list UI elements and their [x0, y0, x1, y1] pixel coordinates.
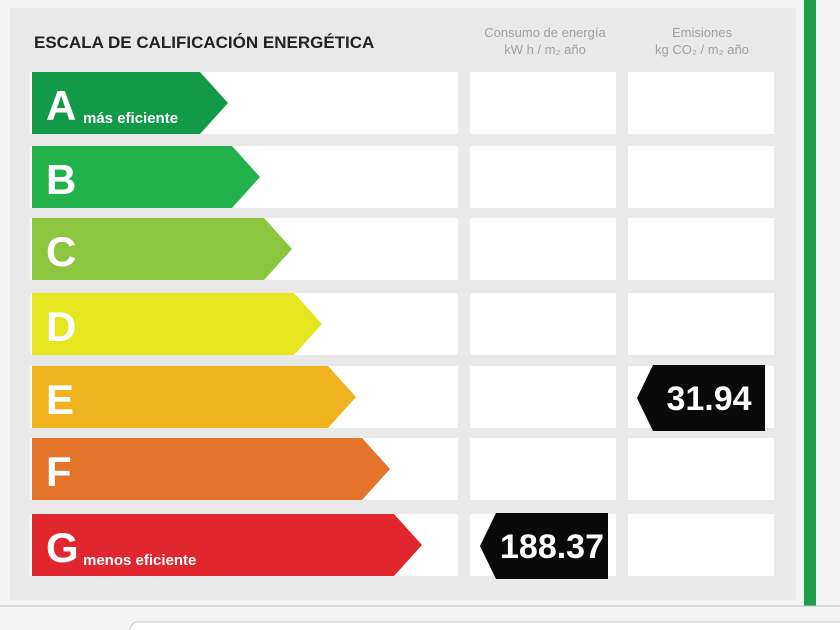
consumption-cell [470, 438, 616, 500]
rating-note: más eficiente [83, 110, 178, 127]
rating-letter: A [46, 82, 76, 129]
column-header: Emisiones [672, 25, 732, 40]
rating-note: menos eficiente [83, 552, 196, 569]
consumption-badge [480, 513, 608, 579]
emissions-cell [628, 293, 774, 355]
emissions-badge [637, 365, 765, 431]
column-unit: kW h / m₂ año [504, 42, 586, 57]
rating-letter: C [46, 228, 76, 275]
consumption-cell [470, 366, 616, 428]
emissions-cell [628, 72, 774, 134]
column-unit: kg CO₂ / m₂ año [655, 42, 749, 57]
rating-arrow [32, 293, 322, 355]
emissions-cell [628, 514, 774, 576]
green-bar [804, 0, 816, 606]
rating-arrow [32, 514, 422, 576]
rating-letter: E [46, 376, 74, 423]
emissions-value: 31.94 [666, 380, 751, 418]
column-header: Consumo de energía [484, 25, 606, 40]
title: ESCALA DE CALIFICACIÓN ENERGÉTICA [34, 33, 374, 52]
rating-letter: D [46, 303, 76, 350]
consumption-cell [470, 293, 616, 355]
input-box [129, 621, 840, 630]
rating-arrow [32, 366, 356, 428]
rating-arrow [32, 146, 260, 208]
emissions-cell [628, 438, 774, 500]
consumption-cell [470, 146, 616, 208]
rating-letter: F [46, 448, 72, 495]
emissions-cell [628, 218, 774, 280]
rating-arrow [32, 438, 390, 500]
rating-arrow [32, 72, 228, 134]
consumption-cell [470, 72, 616, 134]
rating-arrow [32, 218, 292, 280]
emissions-cell [628, 146, 774, 208]
consumption-cell [470, 218, 616, 280]
rating-letter: B [46, 156, 76, 203]
consumption-value: 188.37 [500, 528, 604, 566]
rating-letter: G [46, 524, 79, 571]
